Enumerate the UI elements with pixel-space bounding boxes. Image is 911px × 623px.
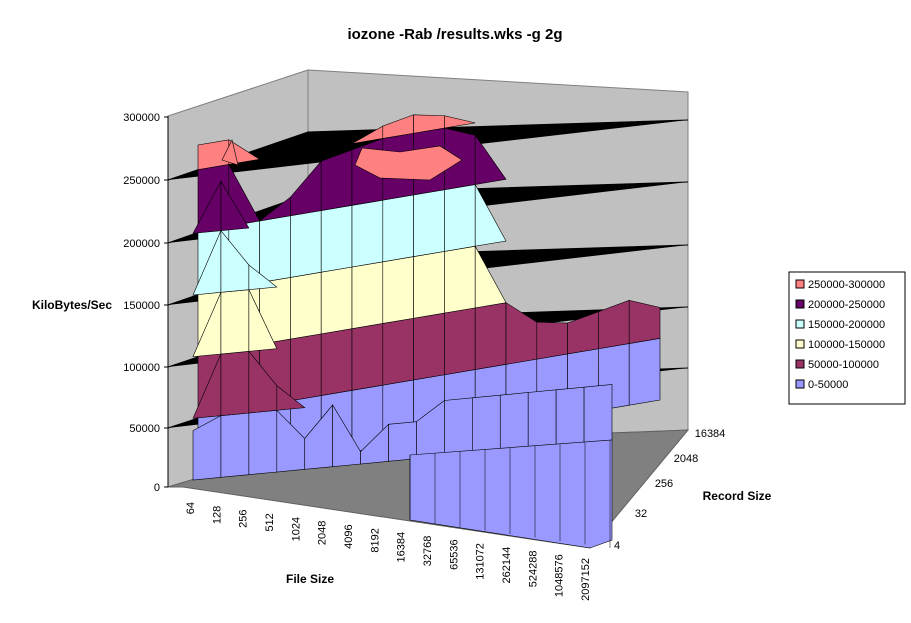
z-tick-label: 100000 bbox=[123, 362, 160, 374]
legend-swatch bbox=[795, 379, 805, 389]
legend-swatch bbox=[795, 319, 805, 329]
surface-band bbox=[259, 215, 291, 283]
surface-front-base bbox=[409, 439, 613, 549]
surface-band bbox=[382, 194, 414, 263]
surface-band bbox=[290, 210, 322, 278]
surface-band bbox=[351, 199, 384, 268]
surface-band bbox=[220, 412, 250, 478]
surface-band bbox=[197, 139, 230, 171]
surface-band bbox=[320, 204, 353, 273]
x-tick-label: 2048 bbox=[317, 521, 329, 545]
surface-peak-cap bbox=[354, 145, 463, 181]
y-axis-ticks: 4 32 256 2048 16384 bbox=[614, 428, 725, 552]
z-axis-ticks: 0 50000 100000 150000 200000 250000 300000 bbox=[123, 112, 169, 494]
surface-band bbox=[413, 312, 445, 381]
surface-band bbox=[248, 264, 278, 290]
x-tick-label: 128 bbox=[211, 506, 223, 524]
z-axis-title: KiloBytes/Sec bbox=[32, 298, 112, 312]
x-tick-label: 1048576 bbox=[554, 554, 566, 597]
surface-band bbox=[474, 246, 507, 309]
x-tick-label: 32768 bbox=[422, 536, 434, 567]
surface-band bbox=[248, 289, 278, 352]
surface-band bbox=[444, 397, 473, 457]
surface-band bbox=[499, 392, 529, 451]
surface-band bbox=[444, 245, 476, 314]
surface-band bbox=[444, 115, 476, 129]
surface-band bbox=[413, 251, 445, 319]
surface-band bbox=[628, 337, 661, 406]
legend-label: 50000-100000 bbox=[808, 359, 879, 371]
x-tick-label: 131072 bbox=[475, 543, 487, 580]
surface-band bbox=[320, 266, 353, 335]
legend-swatch bbox=[795, 359, 805, 369]
x-tick-label: 16384 bbox=[396, 532, 408, 563]
x-tick-label: 8192 bbox=[369, 528, 381, 552]
legend-label: 200000-250000 bbox=[808, 299, 885, 311]
surface-band bbox=[276, 385, 306, 411]
y-tick-label: 16384 bbox=[695, 428, 726, 440]
y-tick-label: 4 bbox=[614, 540, 620, 552]
z-tick-label: 300000 bbox=[123, 112, 160, 124]
surface-band bbox=[290, 333, 322, 402]
x-tick-label: 524288 bbox=[527, 551, 539, 588]
surface-band bbox=[444, 307, 476, 376]
surface-band bbox=[382, 317, 414, 386]
surface-band bbox=[583, 384, 613, 443]
surface-peak-cap bbox=[221, 139, 239, 166]
y-axis-title: Record Size bbox=[703, 489, 772, 503]
surface-band bbox=[444, 184, 476, 252]
legend-swatch bbox=[795, 339, 805, 349]
x-tick-label: 2097152 bbox=[580, 558, 592, 601]
legend-swatch bbox=[795, 279, 805, 289]
x-tick-label: 256 bbox=[238, 509, 250, 527]
surface-band bbox=[248, 410, 278, 475]
surface-band bbox=[413, 189, 445, 257]
surface-band bbox=[474, 184, 507, 247]
surface-band bbox=[628, 299, 661, 344]
z-tick-label: 250000 bbox=[123, 175, 160, 187]
z-tick-label: 150000 bbox=[123, 300, 160, 312]
x-tick-label: 4096 bbox=[343, 524, 355, 548]
x-axis-ticks: 64 128 256 512 1024 2048 4096 8192 16384 32768 655… bbox=[185, 502, 592, 601]
x-tick-label: 512 bbox=[264, 513, 276, 531]
surface-plot bbox=[192, 114, 661, 549]
y-tick-label: 2048 bbox=[674, 453, 698, 465]
surface-band bbox=[351, 323, 384, 391]
legend-label: 150000-200000 bbox=[808, 319, 885, 331]
surface-band bbox=[220, 289, 250, 355]
surface-band bbox=[382, 256, 414, 324]
legend-swatch bbox=[795, 299, 805, 309]
legend-label: 0-50000 bbox=[808, 379, 848, 391]
z-tick-label: 200000 bbox=[123, 238, 160, 250]
y-tick-label: 32 bbox=[635, 508, 647, 520]
surface-band bbox=[220, 351, 250, 416]
legend-box bbox=[788, 271, 906, 405]
legend-label: 250000-300000 bbox=[808, 279, 885, 291]
surface-band bbox=[527, 389, 557, 449]
x-tick-label: 262144 bbox=[501, 547, 513, 584]
surface-band bbox=[474, 134, 507, 185]
surface-band bbox=[290, 271, 322, 340]
surface-band bbox=[474, 302, 507, 370]
surface-band bbox=[220, 180, 250, 231]
legend: 250000-300000 200000-250000 150000-200000 1… bbox=[795, 279, 885, 391]
legend-label: 100000-150000 bbox=[808, 339, 885, 351]
y-tick-label: 256 bbox=[655, 478, 673, 490]
x-axis-title: File Size bbox=[286, 572, 334, 586]
chart-title: iozone -Rab /results.wks -g 2g bbox=[347, 26, 562, 43]
surface-band bbox=[536, 321, 568, 360]
surface-band bbox=[555, 386, 585, 446]
x-tick-label: 65536 bbox=[448, 539, 460, 570]
surface-band bbox=[472, 394, 501, 454]
z-tick-label: 50000 bbox=[129, 423, 160, 435]
z-tick-label: 0 bbox=[154, 482, 160, 494]
surface-band bbox=[351, 261, 384, 330]
surface-band bbox=[320, 328, 353, 396]
x-tick-label: 1024 bbox=[290, 517, 302, 541]
x-tick-label: 64 bbox=[185, 502, 197, 514]
